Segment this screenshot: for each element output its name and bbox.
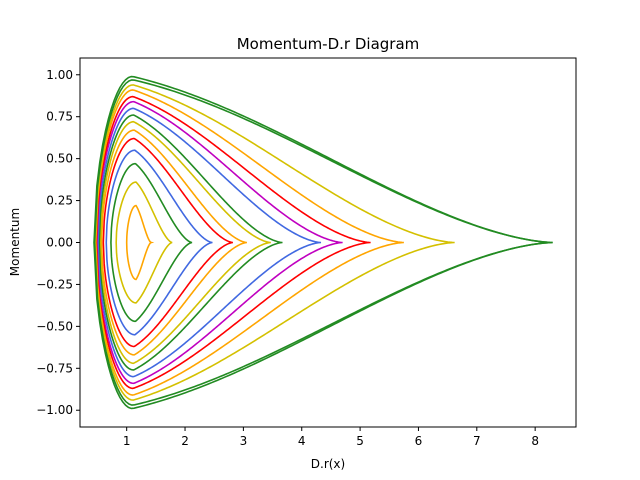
- orbit-curve-11: [95, 95, 371, 390]
- x-tick-label: 5: [356, 434, 364, 448]
- x-tick-label: 6: [415, 434, 423, 448]
- y-tick-label: −0.50: [36, 319, 73, 333]
- x-axis-label: D.r(x): [311, 457, 345, 471]
- y-tick-label: −1.00: [36, 403, 73, 417]
- y-tick-label: 0.50: [46, 152, 73, 166]
- orbit-curve-15: [93, 75, 553, 410]
- orbit-curve-14: [93, 79, 553, 406]
- orbit-curve-7: [99, 120, 271, 365]
- chart-title: Momentum-D.r Diagram: [237, 35, 420, 53]
- orbit-curve-1: [125, 204, 155, 281]
- x-tick-label: 7: [473, 434, 481, 448]
- x-tick-label: 8: [531, 434, 539, 448]
- x-tick-label: 2: [181, 434, 189, 448]
- y-tick-label: −0.75: [36, 361, 73, 375]
- orbit-curve-8: [98, 114, 283, 371]
- y-tick-label: 0.00: [46, 236, 73, 250]
- x-axis: 1 2 3 4 5 6 7 8: [123, 427, 539, 448]
- orbit-curve-3: [110, 162, 193, 323]
- orbit-curve-12: [94, 89, 404, 396]
- x-tick-label: 3: [240, 434, 248, 448]
- orbit-curve-5: [102, 137, 233, 348]
- orbit-curve-2: [115, 181, 173, 304]
- orbit-curve-10: [96, 100, 343, 385]
- orbit-curve-4: [105, 149, 213, 336]
- plot-frame: [79, 57, 577, 428]
- x-tick-label: 4: [298, 434, 306, 448]
- y-tick-label: −0.25: [36, 277, 73, 291]
- orbit-curve-9: [97, 107, 322, 378]
- y-tick-label: 1.00: [46, 68, 73, 82]
- y-tick-label: 0.75: [46, 110, 73, 124]
- curves-group: [93, 75, 553, 410]
- y-tick-label: 0.25: [46, 194, 73, 208]
- orbit-curve-13: [94, 84, 455, 401]
- y-axis-label: Momentum: [8, 208, 22, 276]
- y-axis: −1.00 −0.75 −0.50 −0.25 0.00 0.25 0.50 0.75 1.00: [36, 68, 80, 417]
- orbit-curve-6: [100, 129, 247, 356]
- x-tick-label: 1: [123, 434, 131, 448]
